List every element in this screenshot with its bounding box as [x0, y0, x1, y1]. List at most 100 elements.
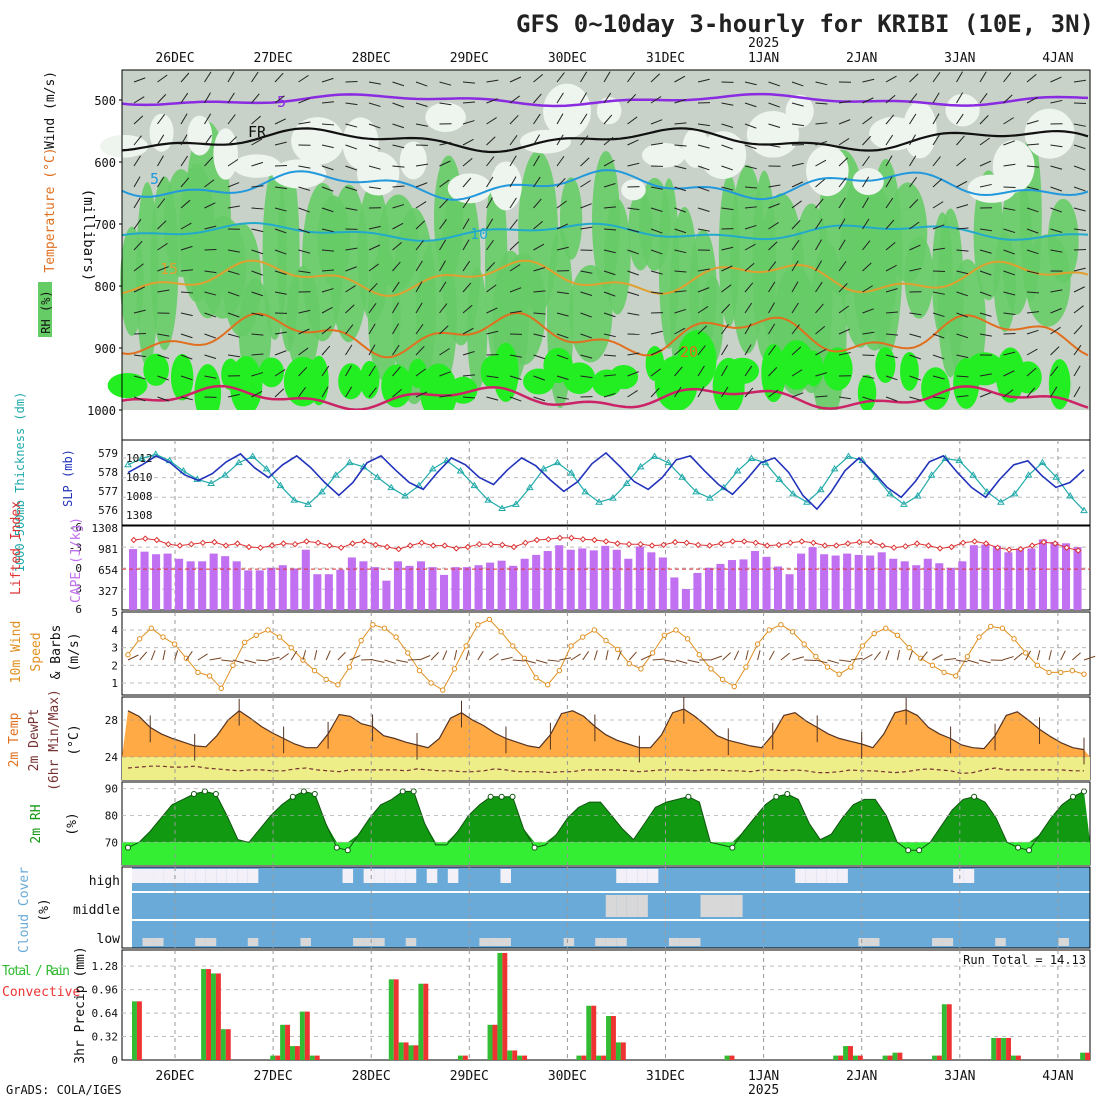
wind-barb: [509, 155, 517, 167]
wind-speed-point: [451, 666, 458, 672]
li-point: [591, 536, 598, 544]
wind-barb: [368, 344, 376, 356]
wind-barb: [392, 222, 404, 230]
wind-speed-point: [789, 629, 796, 635]
wind-barb: [251, 390, 263, 398]
isotherm-15: [121, 259, 1089, 297]
cloud-mid-clear: [605, 895, 617, 917]
wind-barb: [956, 270, 969, 275]
wind-barb-10m: [885, 650, 890, 661]
wind-barb: [345, 324, 354, 335]
wind-barb: [1050, 228, 1063, 233]
wind-barb: [744, 224, 757, 230]
cloud-high-clear: [963, 869, 975, 883]
wind-barb: [556, 134, 564, 146]
wind-barb: [274, 207, 287, 212]
wind-barb: [744, 387, 754, 398]
li-point: [982, 540, 990, 547]
wind-speed-point: [276, 634, 283, 640]
thickness-point: [595, 498, 603, 505]
li-point: [648, 542, 656, 549]
thickness-point: [664, 458, 673, 466]
wind-barb: [580, 71, 588, 83]
wind-barb: [650, 349, 663, 356]
precip-total-bar: [299, 1011, 305, 1060]
wind-speed-point: [545, 682, 551, 688]
thickness-point: [539, 464, 548, 472]
date-label-top: 31DEC: [646, 51, 685, 66]
li-point: [1075, 547, 1082, 554]
precip-convective-bar: [601, 1055, 607, 1060]
wind-barb: [909, 396, 922, 401]
wind-barb: [368, 186, 381, 190]
cape-bar: [1050, 541, 1059, 610]
wind-speed-point: [195, 669, 201, 676]
wind-barb: [744, 282, 754, 293]
wind-barb: [627, 390, 638, 398]
precip-convective-bar: [393, 979, 399, 1060]
wind-speed-point: [265, 627, 271, 633]
wind-speed-point: [206, 673, 213, 679]
precip-total-bar: [388, 979, 394, 1060]
date-label-top: 2JAN: [846, 51, 877, 66]
wind-barb-10m: [628, 651, 637, 661]
wind-barb: [415, 345, 425, 356]
thickness-point: [512, 500, 520, 507]
wind-barb-10m: [955, 659, 968, 663]
li-point: [948, 543, 955, 551]
wind-barb: [462, 351, 475, 356]
wind-barb: [603, 392, 616, 398]
thickness-point: [345, 458, 354, 466]
wind-barb: [556, 92, 564, 104]
precip-total-bar: [408, 1045, 414, 1060]
wind-barb: [744, 365, 753, 377]
wind-barb: [157, 242, 168, 251]
wind-barb: [838, 328, 851, 335]
wind-barb: [251, 291, 264, 297]
rh-point: [1081, 788, 1087, 795]
wind-barb: [274, 249, 287, 255]
wind-axis-label-c: & Barbs: [49, 625, 64, 680]
wind-barb: [157, 375, 169, 381]
wind-barb: [674, 122, 687, 125]
wind-barb: [321, 269, 334, 272]
li-point: [303, 538, 310, 545]
wind-barb: [862, 331, 875, 335]
wind-barb: [133, 396, 146, 402]
wind-barb: [768, 323, 776, 335]
li-tick: -6: [69, 521, 82, 534]
wind-barb: [180, 245, 193, 251]
wind-barb: [345, 165, 357, 171]
cape-bar: [336, 569, 345, 610]
wind-barb: [533, 375, 545, 381]
wind-barb: [180, 354, 193, 360]
cape-bar: [820, 554, 829, 610]
wind-barb: [556, 375, 569, 380]
wind-barb: [768, 184, 781, 188]
wind-barb: [1073, 286, 1086, 293]
date-label-bottom: 27DEC: [254, 1069, 293, 1084]
wind-barb: [1073, 267, 1086, 272]
wind-barb: [298, 386, 306, 398]
wind-speed-point: [859, 643, 866, 649]
wind-barb: [392, 204, 405, 209]
wind-barb: [321, 228, 334, 233]
wind-barb: [1073, 207, 1086, 212]
cape-bar: [301, 549, 310, 610]
wind-barb: [791, 81, 804, 87]
wind-barb: [298, 270, 311, 274]
wind-barb-10m: [396, 659, 408, 663]
wind-barb: [1073, 123, 1086, 127]
cape-bar: [393, 561, 402, 610]
wind-barb: [227, 291, 240, 297]
li-tick: 0: [75, 562, 82, 575]
precip-total-bar: [596, 1055, 602, 1060]
wind-barb: [956, 333, 969, 339]
wind-barb: [298, 165, 311, 169]
wind-barb: [1003, 332, 1016, 335]
wind-speed-point: [731, 683, 737, 690]
rh-tick: 90: [105, 783, 118, 796]
wind-barb: [321, 386, 329, 398]
wind-barb: [1026, 73, 1037, 83]
wind-barb: [1073, 305, 1084, 314]
